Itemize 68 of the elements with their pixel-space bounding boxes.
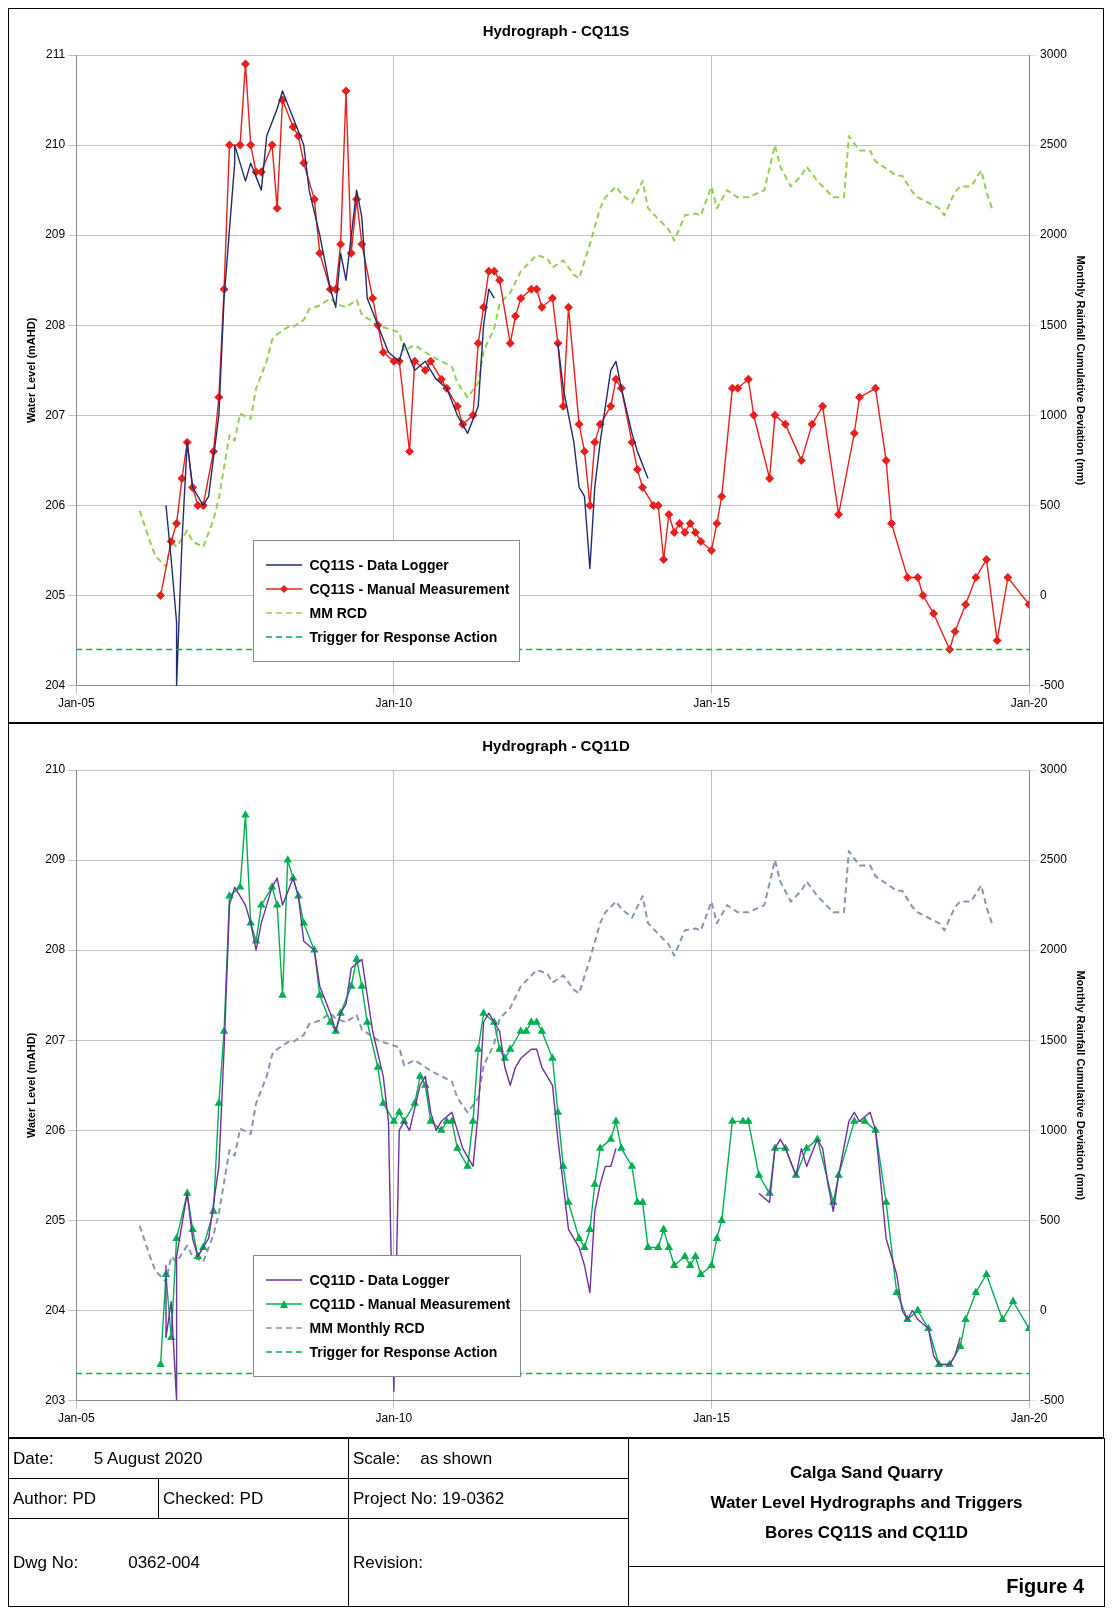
y2-tick-label: 1500 [1040, 1032, 1068, 1047]
y-axis-title: Water Level (mAHD) [24, 1032, 37, 1138]
legend-label: MM RCD [309, 604, 368, 621]
x-tick-label: Jan-20 [1010, 1411, 1048, 1426]
y2-tick-label: 500 [1040, 1212, 1061, 1227]
x-tick-label: Jan-20 [1010, 696, 1048, 711]
y-tick-label: 210 [45, 137, 66, 152]
text: Author: PD [13, 1488, 97, 1508]
y-tick-label: 209 [45, 227, 66, 242]
x-tick-label: Jan-10 [375, 696, 413, 711]
text: Checked: PD [163, 1488, 264, 1508]
y-tick-label: 210 [45, 762, 66, 777]
text: Dwg No: [13, 1552, 79, 1572]
y-tick-label: 209 [45, 852, 66, 867]
y2-tick-label: 2000 [1040, 227, 1068, 242]
y2-tick-label: 1000 [1040, 1122, 1068, 1137]
y2-tick-label: 0 [1040, 587, 1048, 602]
y-axis-title: Water Level (mAHD) [24, 317, 37, 423]
chart-title: Hydrograph - CQ11S [482, 22, 630, 40]
text: Revision: [353, 1552, 423, 1572]
chart-title: Hydrograph - CQ11D [482, 737, 630, 755]
y2-tick-label: 3000 [1040, 762, 1068, 777]
y-tick-label: 206 [45, 497, 66, 512]
y2-axis-title: Monthly Rainfall Cumulative Deviation (mm) [1075, 970, 1088, 1201]
y-tick-label: 207 [45, 1032, 66, 1047]
y2-tick-label: 2500 [1040, 137, 1068, 152]
y2-tick-label: -500 [1040, 677, 1065, 692]
x-tick-label: Jan-15 [693, 696, 731, 711]
y2-tick-label: 2500 [1040, 852, 1068, 867]
y-tick-label: 208 [45, 942, 66, 957]
x-tick-label: Jan-05 [57, 1411, 95, 1426]
text: Calga Sand Quarry [789, 1462, 944, 1482]
y-tick-label: 211 [46, 47, 66, 62]
caption: Figure 4 [1006, 1575, 1085, 1597]
legend-label: Trigger for Response Action [309, 628, 498, 645]
legend-label: CQ11S - Manual Measurement [309, 580, 510, 597]
y-tick-label: 204 [45, 1302, 66, 1317]
x-tick-label: Jan-10 [375, 1411, 413, 1426]
text: 5 August 2020 [93, 1448, 203, 1468]
y2-tick-label: 1000 [1040, 407, 1068, 422]
x-tick-label: Jan-05 [57, 696, 95, 711]
y-tick-label: 206 [45, 1122, 66, 1137]
y-tick-label: 203 [45, 1392, 66, 1407]
y-tick-label: 207 [45, 407, 66, 422]
text: Bores CQ11S and CQ11D [764, 1522, 969, 1542]
y2-tick-label: -500 [1040, 1392, 1065, 1407]
text: Water Level Hydrographs and Triggers [710, 1492, 1023, 1512]
legend-label: Trigger for Response Action [309, 1343, 498, 1360]
y-tick-label: 205 [45, 1212, 66, 1227]
y-tick-label: 205 [45, 587, 66, 602]
text: 0362-004 [128, 1552, 201, 1572]
y2-axis-title: Monthly Rainfall Cumulative Deviation (mm) [1075, 255, 1088, 486]
legend-label: CQ11S - Data Logger [309, 556, 449, 573]
text: Scale: [353, 1448, 401, 1468]
x-tick-label: Jan-15 [693, 1411, 731, 1426]
y2-tick-label: 1500 [1040, 317, 1068, 332]
text: Date: [13, 1448, 54, 1468]
y2-tick-label: 2000 [1040, 942, 1068, 957]
y2-tick-label: 3000 [1040, 47, 1068, 62]
legend-label: CQ11D - Manual Measurement [309, 1295, 511, 1312]
y-tick-label: 208 [45, 317, 66, 332]
legend-label: CQ11D - Data Logger [309, 1271, 450, 1288]
y2-tick-label: 0 [1040, 1302, 1048, 1317]
text: Project No: 19-0362 [353, 1488, 505, 1508]
text: as shown [420, 1448, 493, 1468]
legend-label: MM Monthly RCD [309, 1319, 425, 1336]
y-tick-label: 204 [45, 677, 66, 692]
y2-tick-label: 500 [1040, 497, 1061, 512]
